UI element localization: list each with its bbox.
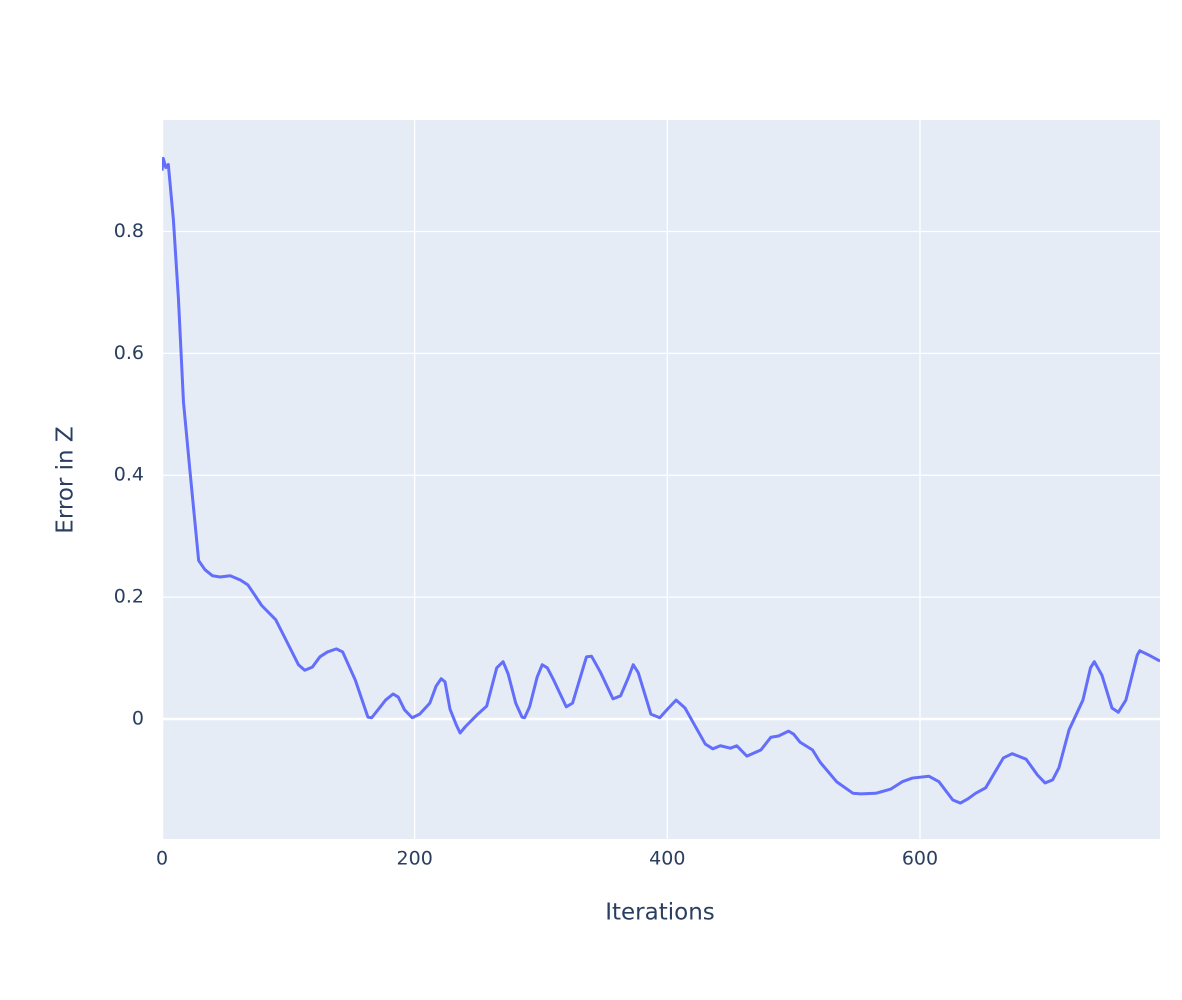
- y-tick-label: 0.2: [114, 586, 144, 608]
- y-tick-label: 0.6: [114, 342, 144, 364]
- x-axis-title: Iterations: [605, 900, 715, 926]
- line: [162, 156, 1160, 805]
- y-tick-label: 0: [132, 707, 144, 729]
- x-tick-label: 600: [902, 848, 938, 870]
- x-tick-label: 200: [397, 848, 433, 870]
- y-tick-label: 0.4: [114, 464, 144, 486]
- plot-area: [162, 120, 1160, 839]
- y-tick-label: 0.8: [114, 220, 144, 242]
- x-tick-label: 400: [649, 848, 685, 870]
- y-axis-title: Error in Z: [53, 426, 79, 533]
- x-tick-label: 0: [156, 848, 168, 870]
